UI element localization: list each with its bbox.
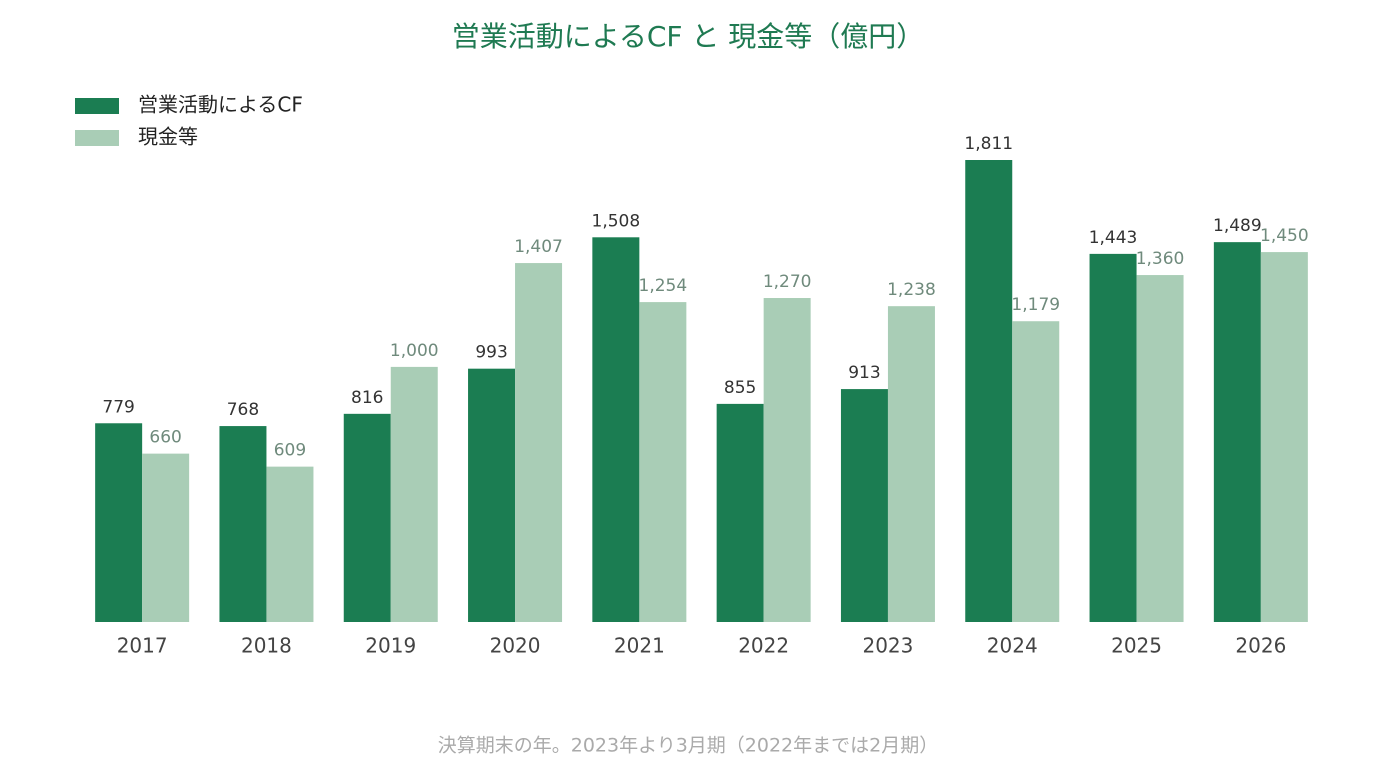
value-label: 1,450 <box>1260 226 1309 246</box>
bar <box>468 368 516 622</box>
x-tick-label: 2019 <box>365 634 416 658</box>
value-label: 1,254 <box>639 276 688 296</box>
bar <box>266 466 314 622</box>
value-label: 913 <box>848 363 880 383</box>
value-label: 768 <box>227 400 259 420</box>
value-label: 609 <box>274 441 306 461</box>
value-label: 660 <box>149 428 181 448</box>
bar <box>840 389 888 622</box>
x-tick-label: 2022 <box>738 634 789 658</box>
legend-label: 営業活動によるCF <box>138 93 303 117</box>
bar <box>1089 253 1137 622</box>
value-label: 1,179 <box>1011 295 1060 315</box>
bar <box>390 366 438 622</box>
value-label: 1,270 <box>763 272 812 292</box>
x-tick-label: 2024 <box>987 634 1038 658</box>
bar <box>142 453 190 622</box>
bar <box>887 306 935 622</box>
value-label: 816 <box>351 388 383 408</box>
legend-swatch <box>75 130 119 146</box>
bar <box>716 403 764 622</box>
legend-swatch <box>75 98 119 114</box>
x-tick-label: 2017 <box>117 634 168 658</box>
bar <box>763 298 811 622</box>
bar <box>1136 275 1184 622</box>
bar <box>639 302 687 622</box>
bar <box>515 263 563 622</box>
bar <box>1213 242 1261 623</box>
bar <box>95 423 143 622</box>
value-label: 1,360 <box>1136 249 1185 269</box>
footnote: 決算期末の年。2023年より3月期（2022年までは2月期） <box>438 735 939 757</box>
chart-title: 営業活動によるCF と 現金等（億円） <box>452 20 925 53</box>
bar <box>965 160 1013 622</box>
value-label: 993 <box>475 343 507 363</box>
value-label: 1,508 <box>592 211 641 231</box>
bar <box>1012 321 1060 622</box>
value-label: 1,811 <box>964 134 1013 154</box>
x-tick-label: 2023 <box>862 634 913 658</box>
value-label: 779 <box>102 397 134 417</box>
x-tick-label: 2025 <box>1111 634 1162 658</box>
x-tick-label: 2020 <box>490 634 541 658</box>
legend-label: 現金等 <box>138 125 198 149</box>
x-tick-label: 2021 <box>614 634 665 658</box>
bar <box>343 413 391 622</box>
bar <box>219 426 267 622</box>
value-label: 1,407 <box>514 237 563 257</box>
value-label: 1,238 <box>887 280 936 300</box>
value-label: 1,489 <box>1213 216 1262 236</box>
bar <box>1260 252 1308 622</box>
bar <box>592 237 640 623</box>
x-tick-label: 2018 <box>241 634 292 658</box>
x-tick-label: 2026 <box>1235 634 1286 658</box>
value-label: 1,443 <box>1089 228 1138 248</box>
value-label: 1,000 <box>390 341 439 361</box>
value-label: 855 <box>724 378 756 398</box>
